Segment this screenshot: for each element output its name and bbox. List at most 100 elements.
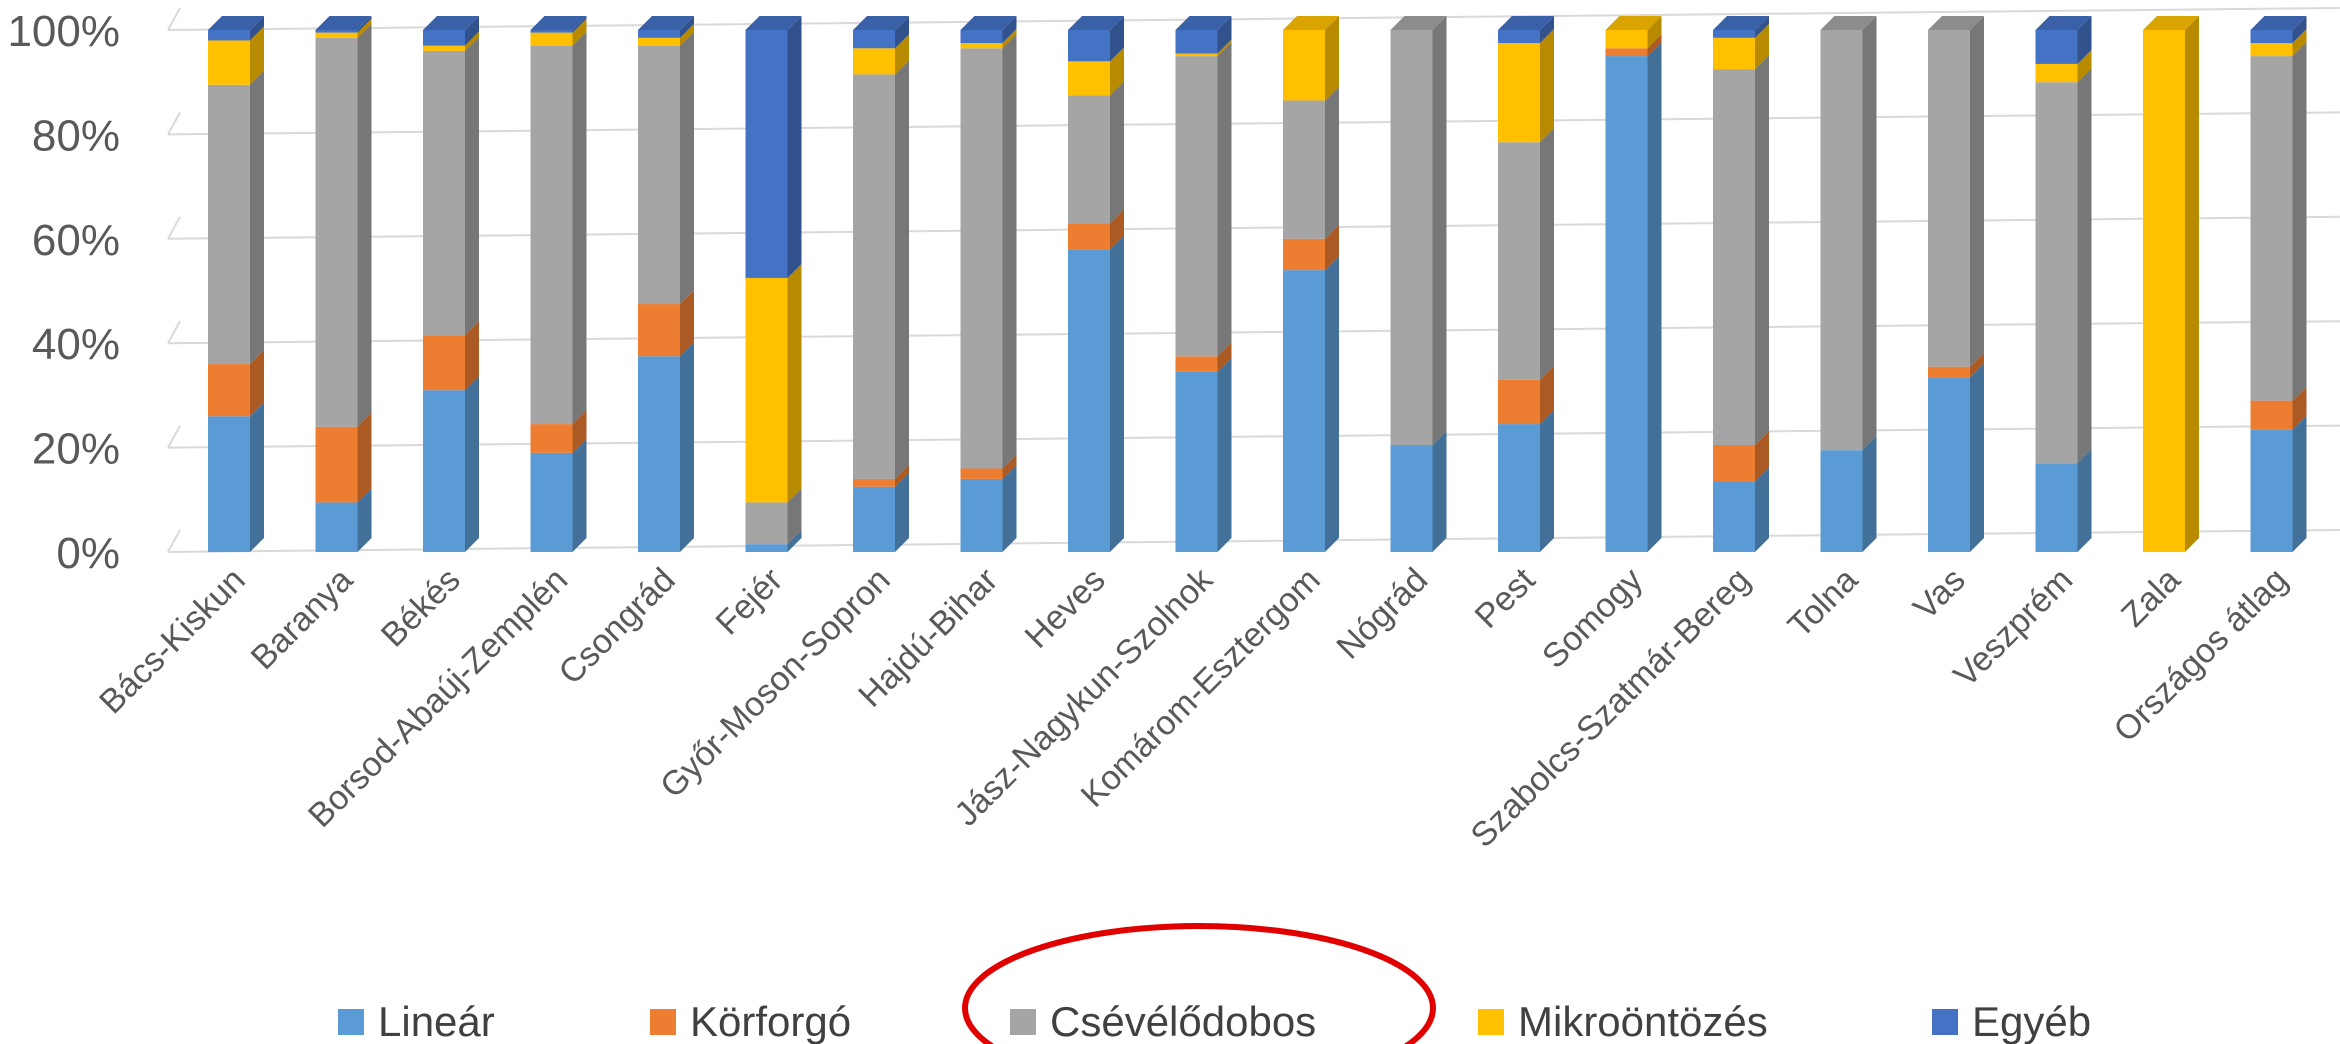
bar-top-face xyxy=(315,16,372,30)
bar-segment xyxy=(208,30,250,41)
bar-segment xyxy=(853,486,895,552)
bar-segment-side xyxy=(1325,256,1339,552)
bar-segment-side xyxy=(572,31,587,425)
bar-segment xyxy=(1175,30,1218,54)
bar-segment xyxy=(1068,223,1110,250)
y-tick-label: 100% xyxy=(7,7,120,56)
bar-top-face xyxy=(1283,16,1339,30)
bar-segment-side xyxy=(357,412,372,503)
bar-segment-side xyxy=(1110,47,1124,96)
bar-segment xyxy=(1068,95,1110,224)
bar-segment xyxy=(208,416,250,552)
bar-segment xyxy=(1068,61,1110,96)
bar-segment xyxy=(960,468,1003,479)
bar-stack xyxy=(1068,16,1124,553)
x-tick-label: Csongrád xyxy=(552,561,683,692)
bar-segment xyxy=(1928,366,1970,378)
bar-segment xyxy=(2250,400,2293,430)
bar-segment-side xyxy=(680,342,694,552)
bar-segment-side xyxy=(895,472,909,552)
bar-stack xyxy=(853,16,909,552)
bar-segment xyxy=(315,32,358,38)
bar-segment-side xyxy=(357,16,372,33)
x-tick-label: Tolna xyxy=(1781,561,1865,645)
bar-stack xyxy=(315,16,372,552)
bar-segment-side xyxy=(250,350,264,417)
bar-segment-side xyxy=(1432,16,1447,445)
bar-segment xyxy=(530,30,573,33)
bar-segment-side xyxy=(680,23,694,46)
bar-segment-side xyxy=(465,376,479,552)
bar-segment xyxy=(1175,356,1218,372)
bar-segment xyxy=(1068,249,1110,553)
bar-segment xyxy=(2250,56,2293,401)
bar-stack xyxy=(1283,16,1339,552)
bar-stack xyxy=(2250,16,2307,552)
bar-segment xyxy=(853,74,895,479)
y-tick-label: 40% xyxy=(32,320,120,369)
bar-segment-side xyxy=(2185,16,2199,552)
bar-segment-side xyxy=(465,36,479,336)
bar-segment-side xyxy=(1325,86,1339,239)
bar-top-face xyxy=(1498,16,1554,30)
bar-top-face xyxy=(1068,16,1124,30)
bar-top-face xyxy=(960,16,1017,30)
bar-segment xyxy=(2035,63,2078,83)
bar-segment-side xyxy=(2077,49,2092,83)
bar-segment xyxy=(1820,450,1863,552)
bar-segment xyxy=(1498,379,1540,425)
bar-segment xyxy=(1713,30,1755,38)
bar-segment xyxy=(423,390,465,552)
bar-segment xyxy=(1068,30,1110,62)
bar-segment xyxy=(745,502,788,545)
bar-segment-side xyxy=(1755,16,1769,38)
bar-segment-side xyxy=(1970,363,1984,552)
bar-segment-side xyxy=(787,530,802,552)
bar-segment-side xyxy=(1755,23,1769,70)
bar-top-face xyxy=(1605,16,1662,30)
bar-top-face xyxy=(1175,16,1232,30)
bar-segment-side xyxy=(1432,430,1447,552)
x-tick-label: Fejér xyxy=(709,561,791,643)
bar-segment-side xyxy=(895,60,909,479)
bar-segment xyxy=(423,50,465,336)
bar-segment-side xyxy=(1217,16,1232,54)
bar-segment-side xyxy=(1217,342,1232,372)
red-circle-annotation xyxy=(962,923,1436,1044)
bar-segment-side xyxy=(1970,16,1984,367)
bar-segment-side xyxy=(250,26,264,85)
bar-stack xyxy=(745,16,802,552)
bar-segment xyxy=(1390,444,1433,552)
bar-segment xyxy=(423,45,465,51)
x-tick-label: Baranya xyxy=(244,561,360,677)
bar-segment-side xyxy=(465,16,479,46)
y-tick-label: 20% xyxy=(32,425,120,474)
bar-segment-side xyxy=(357,23,372,427)
legend-swatch xyxy=(338,1009,364,1035)
bar-stack xyxy=(2035,16,2092,552)
bar-segment-side xyxy=(2077,449,2092,552)
bar-top-face xyxy=(423,16,479,30)
bar-stack xyxy=(1390,16,1447,552)
bar-segment-side xyxy=(2292,386,2307,430)
y-axis: 0% 20% 40% 60% 80% 100% xyxy=(7,7,120,578)
x-tick-label: Békés xyxy=(374,561,468,655)
bar-stack xyxy=(208,16,264,552)
bar-segment-side xyxy=(2292,29,2307,57)
bar-stack xyxy=(1175,16,1232,552)
bar-stack xyxy=(1820,16,1877,552)
bar-segment-side xyxy=(1002,454,1017,479)
bar-segment-side xyxy=(1862,436,1877,552)
bar-segment xyxy=(745,30,788,278)
bar-segment xyxy=(1390,30,1433,445)
bar-segment-side xyxy=(572,18,587,46)
bar-top-face xyxy=(853,16,909,30)
bar-segment xyxy=(530,45,573,425)
bar-segment-side xyxy=(1540,29,1554,143)
bar-segment xyxy=(638,30,680,38)
bar-stack xyxy=(423,16,479,552)
bar-segment xyxy=(1713,37,1755,70)
bar-segment-side xyxy=(787,16,802,278)
bar-top-face xyxy=(2143,16,2199,30)
